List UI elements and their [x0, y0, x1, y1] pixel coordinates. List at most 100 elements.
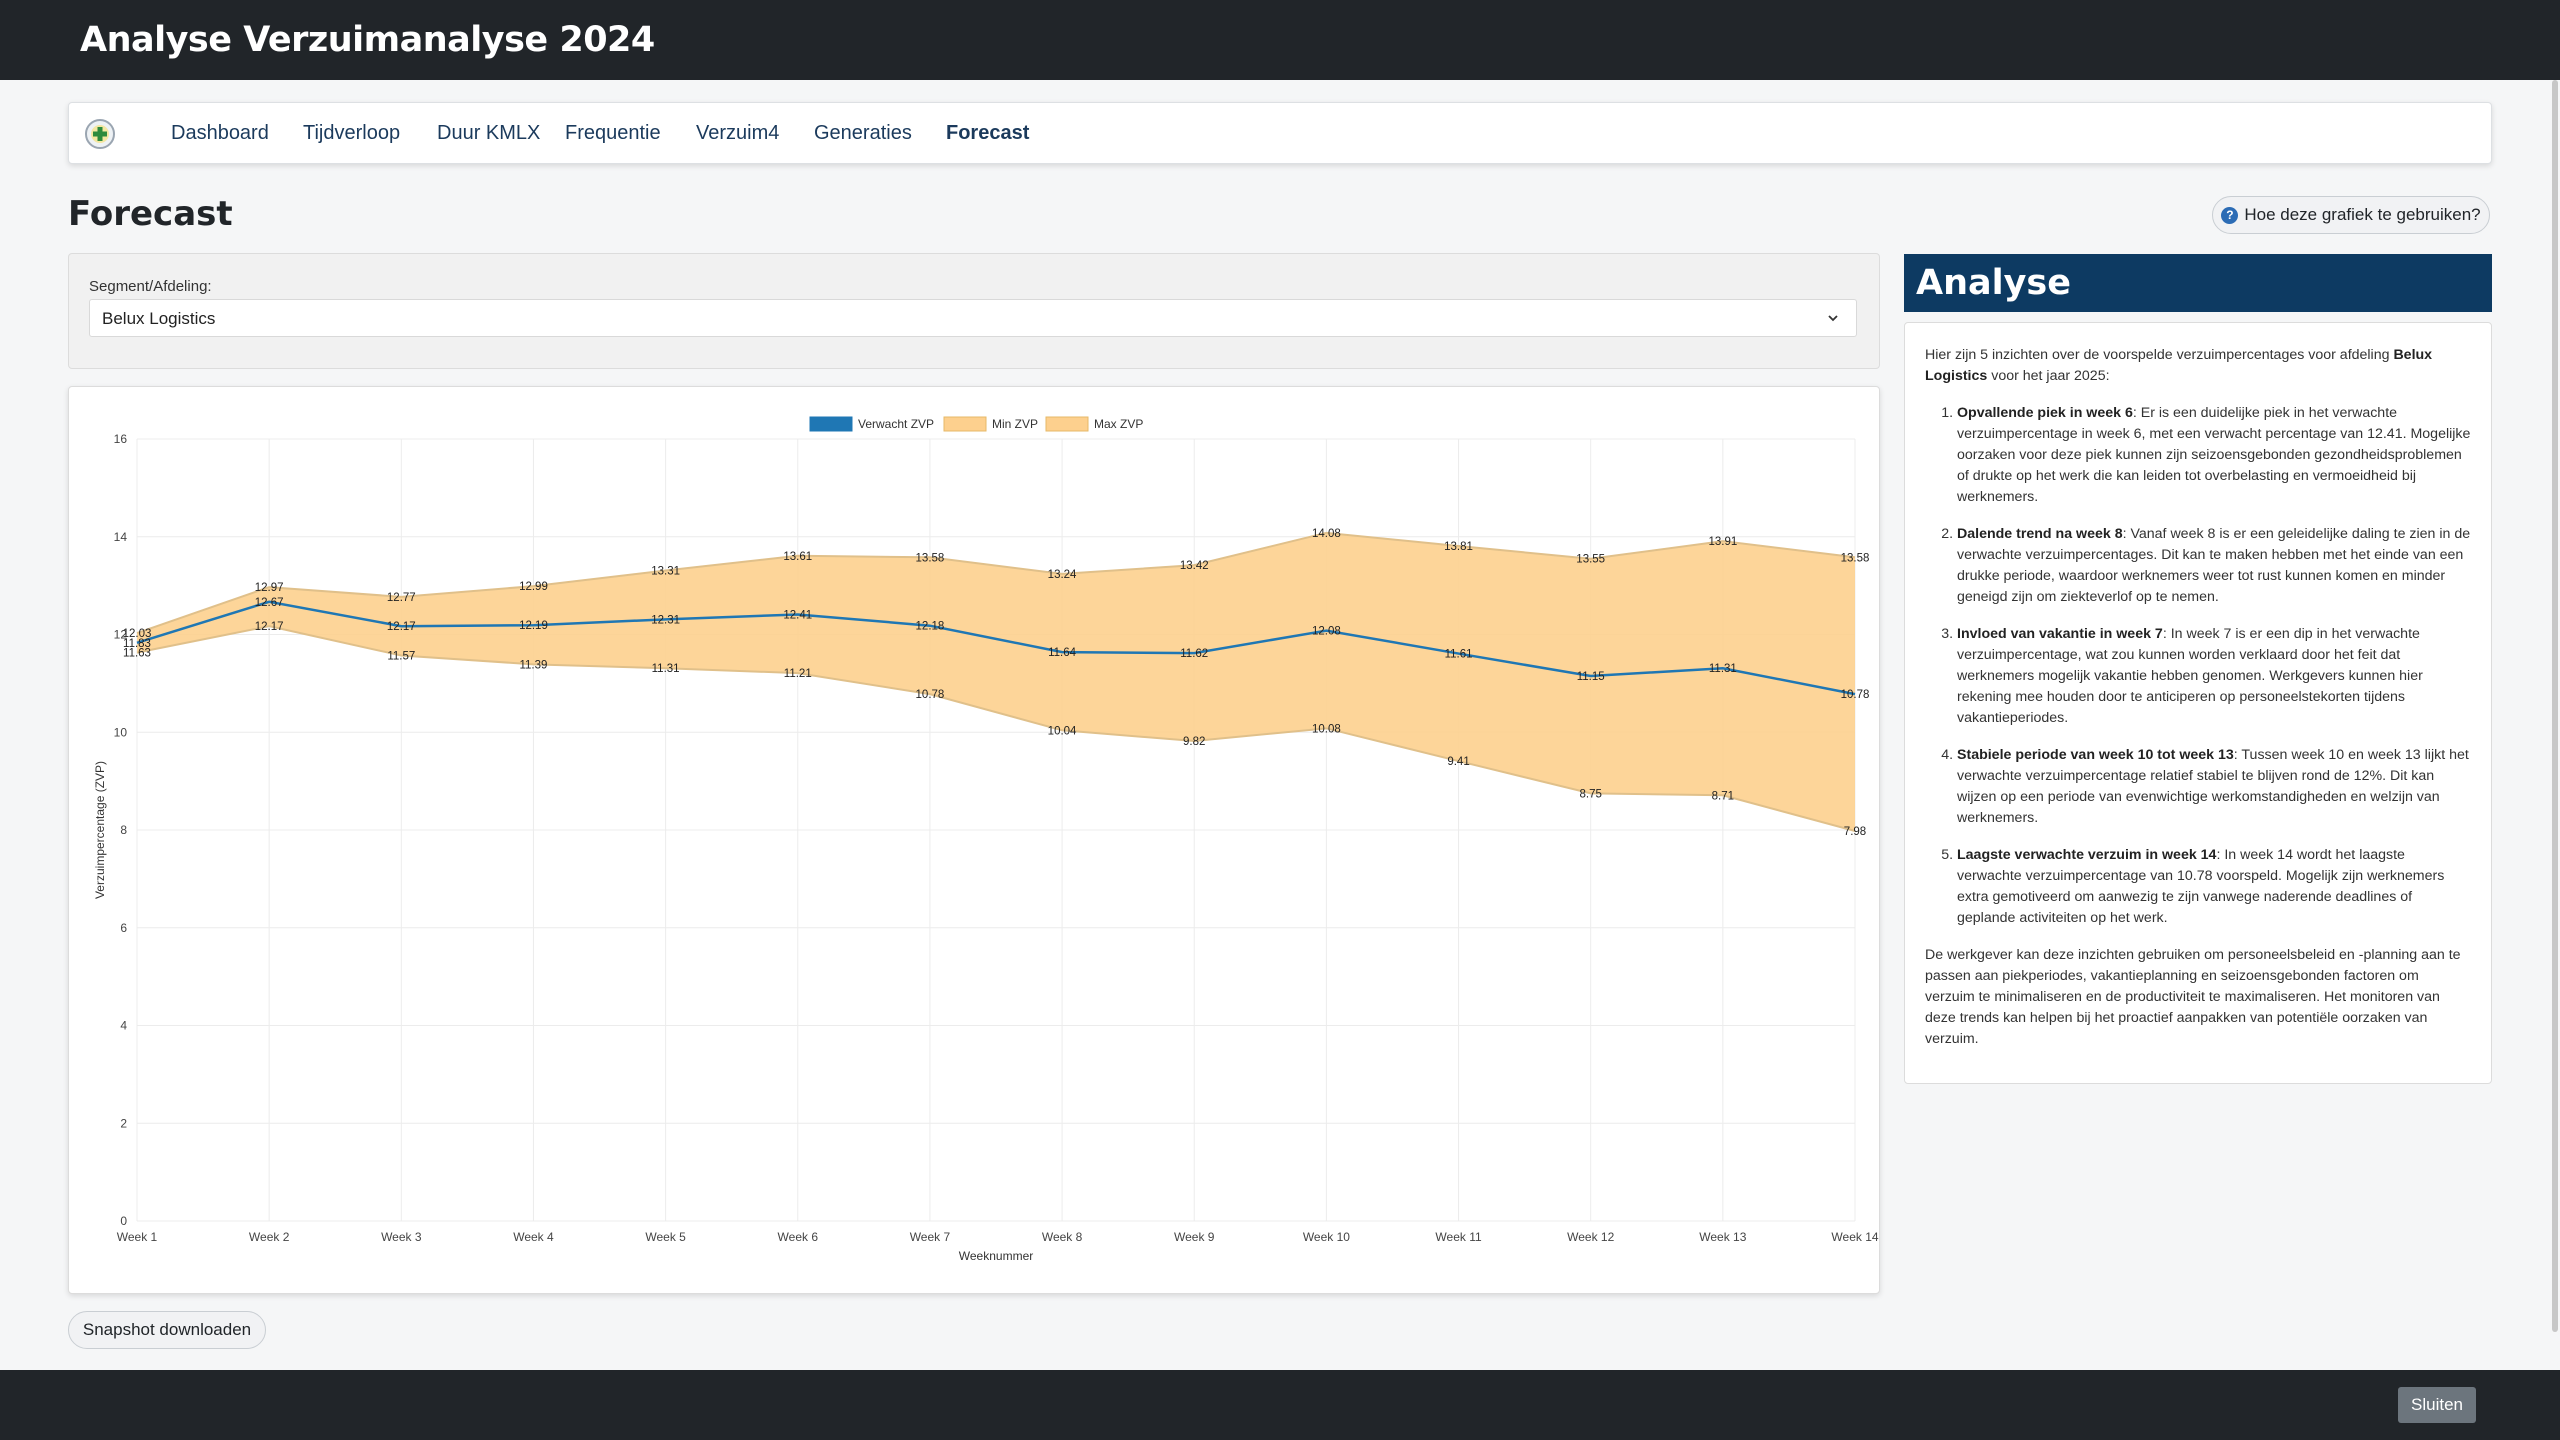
insight-item: Opvallende piek in week 6: Er is een dui…	[1957, 403, 2471, 508]
y-tick-label: 12	[114, 628, 128, 642]
y-tick-label: 6	[120, 921, 127, 935]
x-tick-label: Week 13	[1699, 1230, 1746, 1244]
min-zvp-label: 10.08	[1312, 723, 1341, 735]
analyse-outro: De werkgever kan deze inzichten gebruike…	[1925, 947, 2461, 1047]
nav-tijdverloop[interactable]: Tijdverloop	[303, 122, 401, 144]
legend-swatch	[809, 416, 853, 432]
nav-generaties[interactable]: Generaties	[814, 122, 912, 144]
min-zvp-label: 10.78	[916, 689, 945, 701]
verwacht-zvp-line	[136, 600, 1856, 696]
min-zvp-label: 11.39	[519, 659, 547, 671]
nav-dashboard[interactable]: Dashboard	[171, 122, 269, 144]
y-tick-label: 0	[120, 1214, 127, 1228]
max-zvp-label: 12.77	[387, 592, 416, 604]
x-tick-label: Week 5	[645, 1230, 686, 1244]
max-zvp-label: 13.91	[1708, 536, 1737, 548]
max-zvp-label: 13.58	[1841, 552, 1870, 564]
legend-label: Verwacht ZVP	[858, 417, 934, 431]
x-tick-label: Week 2	[249, 1230, 290, 1244]
x-tick-label: Week 3	[381, 1230, 422, 1244]
analyse-title: Analyse	[1916, 263, 2072, 303]
verwacht-zvp-label: 12.67	[255, 597, 284, 609]
close-button[interactable]: Sluiten	[2398, 1387, 2476, 1423]
min-zvp-label: 8.71	[1712, 790, 1734, 802]
y-tick-label: 8	[120, 823, 127, 837]
navbar: Dashboard Tijdverloop Duur KMLX Frequent…	[68, 102, 2492, 164]
x-tick-label: Week 4	[513, 1230, 554, 1244]
legend-label: Min ZVP	[992, 417, 1038, 431]
min-zvp-label: 9.41	[1447, 756, 1469, 768]
help-button[interactable]: ? Hoe deze grafiek te gebruiken?	[2212, 196, 2490, 234]
x-tick-label: Week 6	[778, 1230, 819, 1244]
insight-item: Dalende trend na week 8: Vanaf week 8 is…	[1957, 524, 2471, 608]
x-tick-label: Week 10	[1303, 1230, 1350, 1244]
max-zvp-label: 14.08	[1312, 528, 1341, 540]
verwacht-zvp-label: 12.08	[1312, 626, 1341, 638]
min-zvp-line	[136, 625, 1856, 832]
x-tick-label: Week 11	[1435, 1230, 1482, 1244]
insight-item: Laagste verwachte verzuim in week 14: In…	[1957, 845, 2471, 929]
nav-frequentie[interactable]: Frequentie	[565, 122, 661, 144]
verwacht-zvp-label: 11.62	[1180, 648, 1208, 660]
logo-icon[interactable]	[85, 119, 115, 149]
analyse-panel: Hier zijn 5 inzichten over de voorspelde…	[1904, 322, 2492, 1084]
page-scrollbar[interactable]	[2552, 80, 2558, 1332]
segment-label: Segment/Afdeling:	[89, 278, 212, 295]
y-axis-label: Verzuimpercentage (ZVP)	[93, 761, 107, 899]
min-zvp-label: 9.82	[1183, 736, 1205, 748]
x-tick-label: Week 7	[910, 1230, 951, 1244]
min-zvp-label: 11.57	[387, 651, 415, 663]
max-zvp-label: 12.03	[123, 628, 152, 640]
min-zvp-label: 8.75	[1579, 788, 1601, 800]
verwacht-zvp-label: 11.61	[1445, 649, 1473, 661]
max-zvp-label: 13.81	[1444, 541, 1473, 553]
max-zvp-label: 12.99	[519, 581, 548, 593]
verwacht-zvp-label: 12.17	[387, 621, 416, 633]
segment-card: Segment/Afdeling: Belux Logistics	[68, 253, 1880, 369]
min-zvp-label: 7.98	[1844, 826, 1866, 838]
max-zvp-label: 13.42	[1180, 560, 1209, 572]
legend-label: Max ZVP	[1094, 417, 1143, 431]
verwacht-zvp-label: 11.83	[123, 638, 151, 650]
max-zvp-label: 13.55	[1576, 554, 1605, 566]
legend-swatch	[943, 416, 987, 432]
forecast-chart: 0 2 4 6 8 10 12 14 16 Week 1 Week 2 Week 3 Week 4 Wee…	[93, 416, 1879, 1263]
y-tick-label: 14	[114, 530, 128, 544]
x-axis-label: Weeknummer	[959, 1249, 1033, 1263]
verwacht-zvp-label: 11.15	[1577, 671, 1605, 683]
verwacht-zvp-label: 10.78	[1841, 689, 1870, 701]
segment-select[interactable]: Belux Logistics	[89, 299, 1857, 337]
x-tick-label: Week 9	[1174, 1230, 1215, 1244]
min-zvp-label: 11.31	[652, 663, 680, 675]
nav-forecast[interactable]: Forecast	[946, 122, 1030, 144]
min-zvp-label: 12.17	[255, 621, 284, 633]
verwacht-zvp-label: 12.31	[651, 614, 680, 626]
app-header: Analyse Verzuimanalyse 2024	[0, 0, 2560, 80]
insight-item: Stabiele periode van week 10 tot week 13…	[1957, 745, 2471, 829]
help-button-label: Hoe deze grafiek te gebruiken?	[2244, 205, 2481, 224]
insight-list: Opvallende piek in week 6: Er is een dui…	[1925, 403, 2471, 929]
chevron-down-icon	[1828, 315, 1838, 322]
x-tick-label: Week 1	[117, 1230, 158, 1244]
nav-duur-kmlx[interactable]: Duur KMLX	[437, 122, 541, 144]
confidence-band	[137, 532, 1855, 831]
max-zvp-label: 13.31	[651, 565, 680, 577]
min-zvp-label: 11.21	[784, 668, 812, 680]
question-circle-icon: ?	[2221, 206, 2239, 224]
y-tick-label: 10	[114, 725, 128, 739]
max-zvp-label: 13.58	[916, 552, 945, 564]
footer-bar	[0, 1370, 2560, 1440]
insight-item: Invloed van vakantie in week 7: In week …	[1957, 624, 2471, 729]
y-tick-label: 4	[120, 1019, 127, 1033]
x-tick-label: Week 8	[1042, 1230, 1083, 1244]
min-zvp-label: 10.04	[1048, 725, 1077, 737]
chart-card: 0 2 4 6 8 10 12 14 16 Week 1 Week 2 Week 3 Week 4 Wee…	[68, 386, 1880, 1294]
legend-swatch	[1045, 416, 1089, 432]
analyse-intro: Hier zijn 5 inzichten over de voorspelde…	[1925, 347, 2433, 384]
snapshot-download-button[interactable]: Snapshot downloaden	[68, 1311, 266, 1349]
analyse-header: Analyse	[1904, 254, 2492, 312]
verwacht-zvp-label: 11.64	[1048, 647, 1077, 659]
x-tick-label: Week 12	[1567, 1230, 1614, 1244]
max-zvp-line	[136, 531, 1856, 634]
nav-verzuim4[interactable]: Verzuim4	[696, 122, 780, 144]
